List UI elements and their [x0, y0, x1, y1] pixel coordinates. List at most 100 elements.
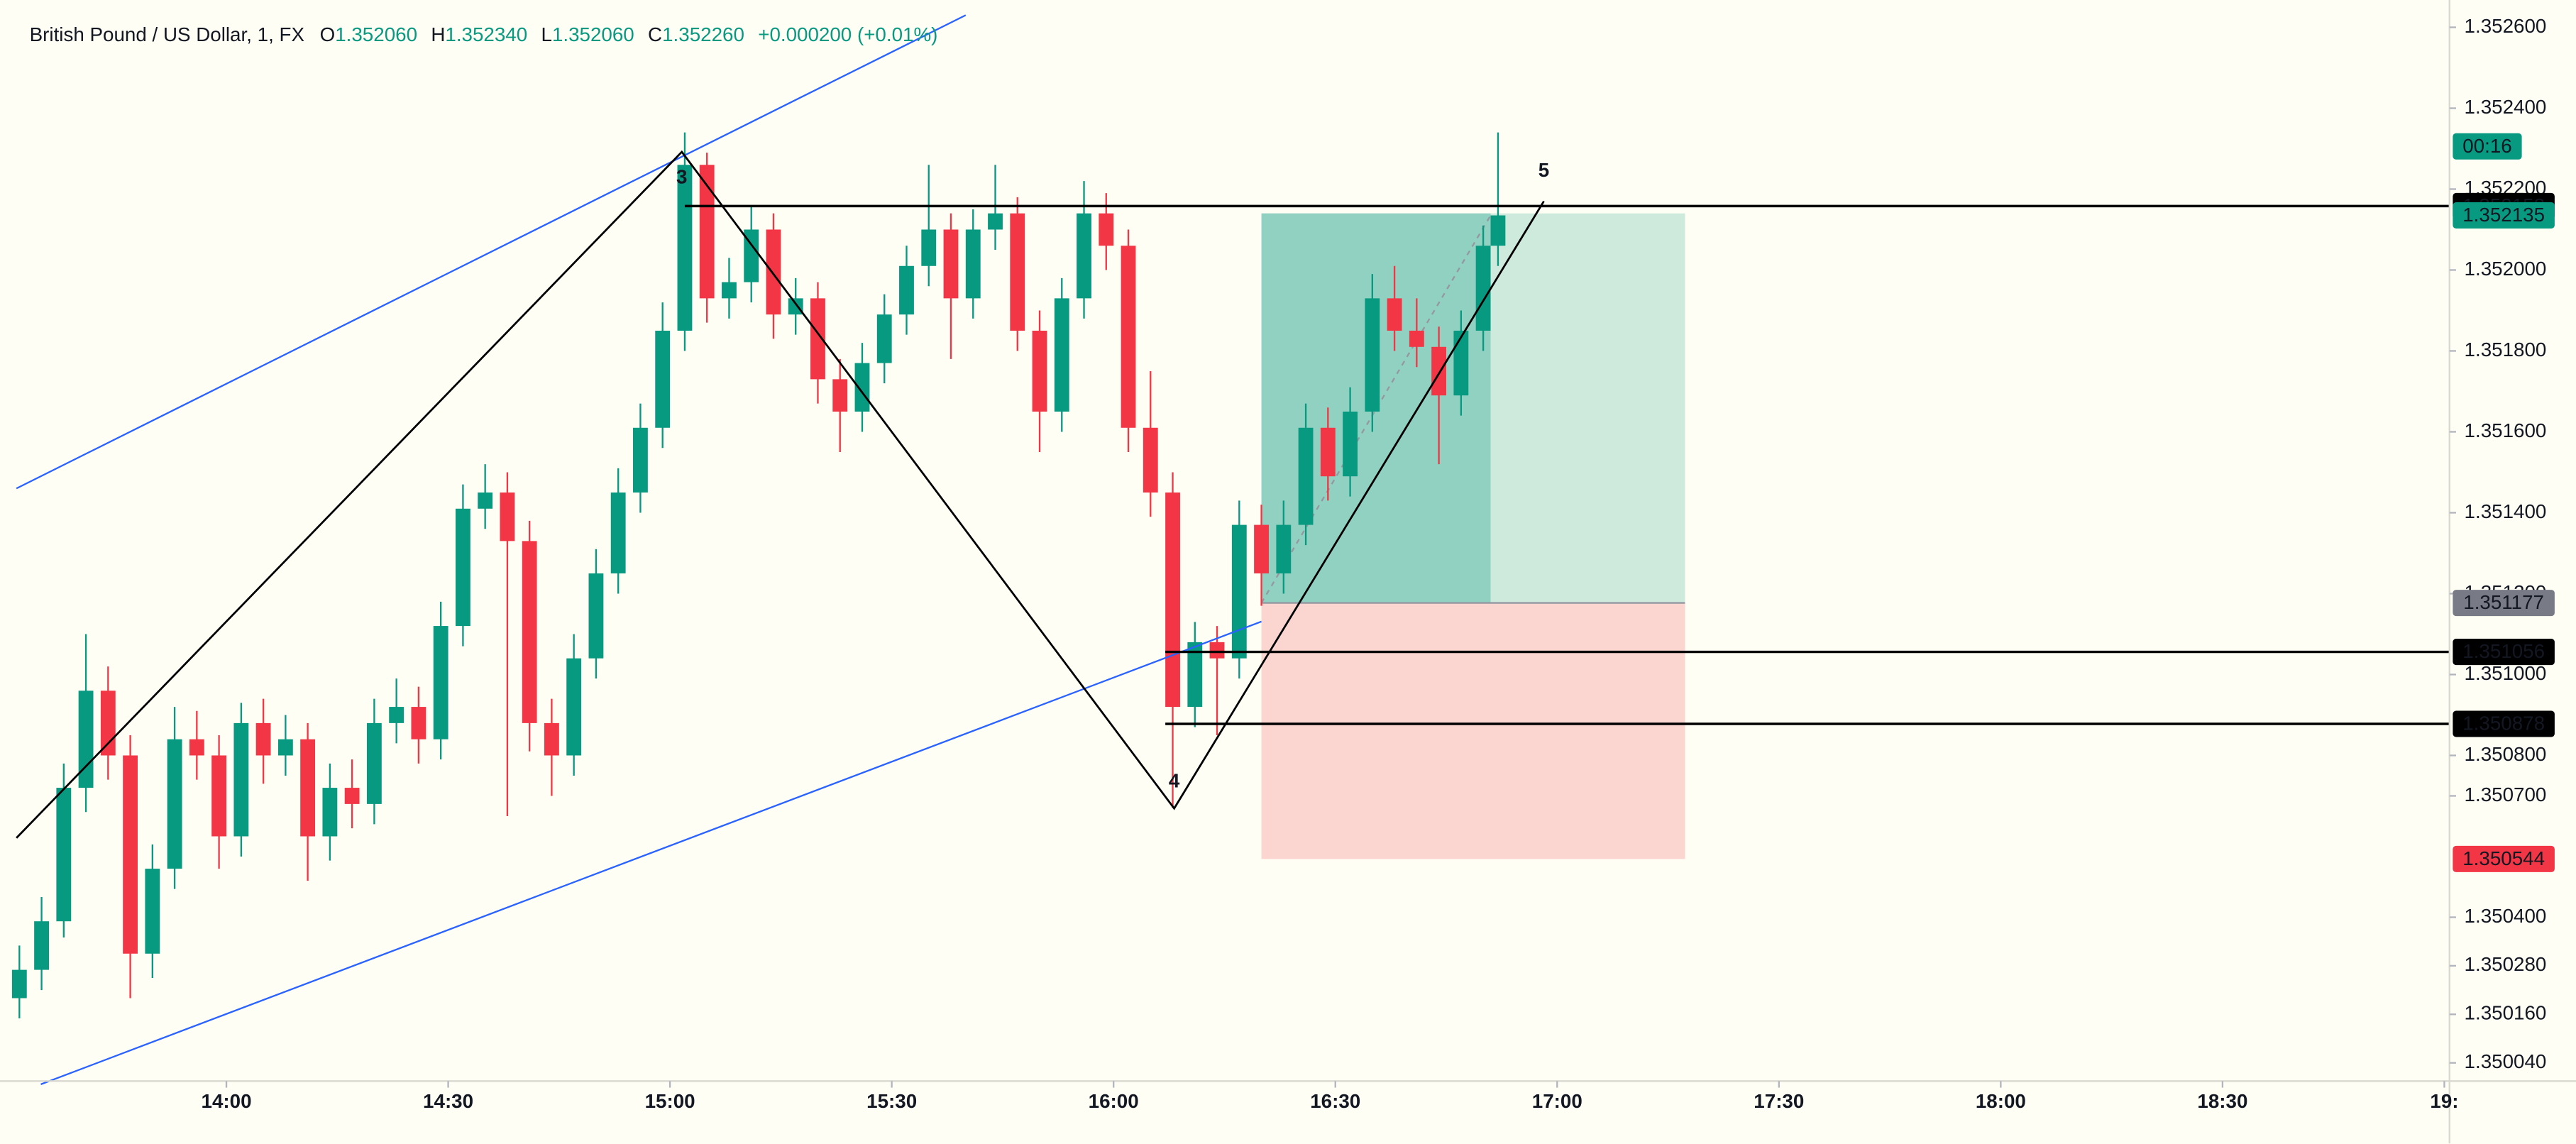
x-tick-label: 17:00	[1532, 1090, 1583, 1112]
candle-body	[433, 626, 448, 739]
candle-body	[1453, 330, 1469, 396]
x-tick-label: 15:00	[645, 1090, 695, 1112]
candle-body	[389, 707, 404, 723]
candle-body	[876, 314, 892, 363]
candle-body	[943, 229, 959, 299]
candle-body	[699, 165, 715, 299]
x-tick-label: 18:00	[1976, 1090, 2026, 1112]
candle-body	[788, 298, 803, 315]
stop-price-label: 1.350544	[2462, 847, 2545, 869]
current-price-label-box	[2453, 202, 2555, 229]
stop-zone	[1261, 603, 1685, 859]
low: 1.352060	[552, 23, 634, 45]
candle-body	[610, 492, 626, 573]
candle-body	[1343, 411, 1358, 477]
candle-body	[1320, 427, 1336, 477]
change: +0.000200 (+0.01%)	[758, 23, 937, 45]
candle-body	[1431, 346, 1447, 396]
candle-body	[810, 298, 825, 380]
candle-body	[1490, 215, 1506, 246]
candle-body	[1209, 642, 1225, 659]
candle-body	[322, 788, 338, 837]
close: 1.352260	[662, 23, 744, 45]
y-tick-label: 1.351600	[2465, 419, 2547, 441]
legend: British Pound / US Dollar, 1, FX O1.3520…	[30, 23, 938, 45]
candle-body	[145, 869, 160, 954]
candle-body	[211, 755, 227, 837]
candle-body	[411, 707, 426, 739]
candle-body	[1298, 427, 1314, 525]
y-tick-label: 1.350800	[2465, 743, 2547, 765]
channel-line	[40, 620, 1262, 1085]
candle-body	[255, 722, 271, 756]
y-tick-label: 1.352400	[2465, 96, 2547, 118]
candle-body	[1143, 427, 1158, 493]
candle-body	[123, 755, 138, 954]
candle-body	[1187, 642, 1203, 708]
candle-body	[167, 739, 182, 869]
wave-label: 4	[1169, 769, 1180, 791]
candle-body	[655, 330, 671, 428]
candle-body	[633, 427, 648, 493]
low-label: L	[541, 23, 552, 45]
y-tick-label: 1.352600	[2465, 15, 2547, 37]
candle-body	[455, 508, 470, 627]
line-price-label: 1.351056	[2462, 640, 2545, 662]
candle-body	[722, 282, 737, 299]
zigzag	[16, 150, 1545, 839]
y-tick-label: 1.351000	[2465, 662, 2547, 684]
entry-price-label-box	[2453, 590, 2555, 617]
candle-body	[1010, 213, 1025, 331]
candle-body	[478, 492, 493, 509]
candle-body	[1365, 298, 1380, 412]
candle-body	[965, 229, 981, 299]
candle-body	[522, 541, 537, 723]
y-tick-label: 1.350400	[2465, 905, 2547, 927]
y-tick-label: 1.350280	[2465, 953, 2547, 975]
candle-body	[1165, 492, 1180, 708]
candle-body	[56, 788, 72, 922]
entry-price-label: 1.351177	[2463, 591, 2544, 613]
countdown: 00:16	[2462, 135, 2511, 157]
candle-body	[899, 265, 914, 315]
wave-label: 5	[1539, 159, 1549, 181]
current-price-label: 1.352135	[2462, 204, 2545, 226]
candle-body	[300, 739, 316, 837]
candle-body	[566, 658, 582, 756]
y-tick-label: 1.350040	[2465, 1050, 2547, 1072]
candle-body	[544, 722, 559, 756]
high: 1.352340	[445, 23, 527, 45]
plot-area: 3 4 5	[11, 14, 2450, 1085]
candle-body	[1054, 298, 1069, 412]
candle-body	[1409, 330, 1424, 347]
stop-price-label-box	[2453, 845, 2555, 872]
symbol: British Pound / US Dollar, 1, FX	[30, 23, 304, 45]
candle-body	[1231, 524, 1247, 659]
target-zone	[1261, 213, 1685, 603]
candle-body	[1387, 298, 1402, 331]
candle-body	[766, 229, 781, 315]
candle-body	[233, 722, 249, 837]
close-label: C	[648, 23, 662, 45]
x-tick-label: 16:00	[1089, 1090, 1139, 1112]
y-tick-label: 1.351400	[2465, 500, 2547, 522]
x-tick-label: 17:30	[1754, 1090, 1804, 1112]
candle-body	[1276, 524, 1292, 573]
candle-body	[34, 921, 49, 970]
x-tick-label: 16:30	[1310, 1090, 1360, 1112]
y-tick-label: 1.350700	[2465, 783, 2547, 805]
high-label: H	[431, 23, 445, 45]
open: 1.352060	[335, 23, 417, 45]
candle-body	[1099, 213, 1114, 246]
x-tick-label: 14:30	[423, 1090, 473, 1112]
x-tick-label: 14:00	[202, 1090, 252, 1112]
candle-body	[11, 969, 27, 999]
x-tick-label: 15:30	[866, 1090, 917, 1112]
candle-body	[832, 379, 848, 412]
line-price-label-box	[2453, 639, 2555, 666]
candle-body	[1121, 246, 1136, 428]
candle-body	[1077, 213, 1091, 299]
y-tick-label: 1.351800	[2465, 339, 2547, 361]
